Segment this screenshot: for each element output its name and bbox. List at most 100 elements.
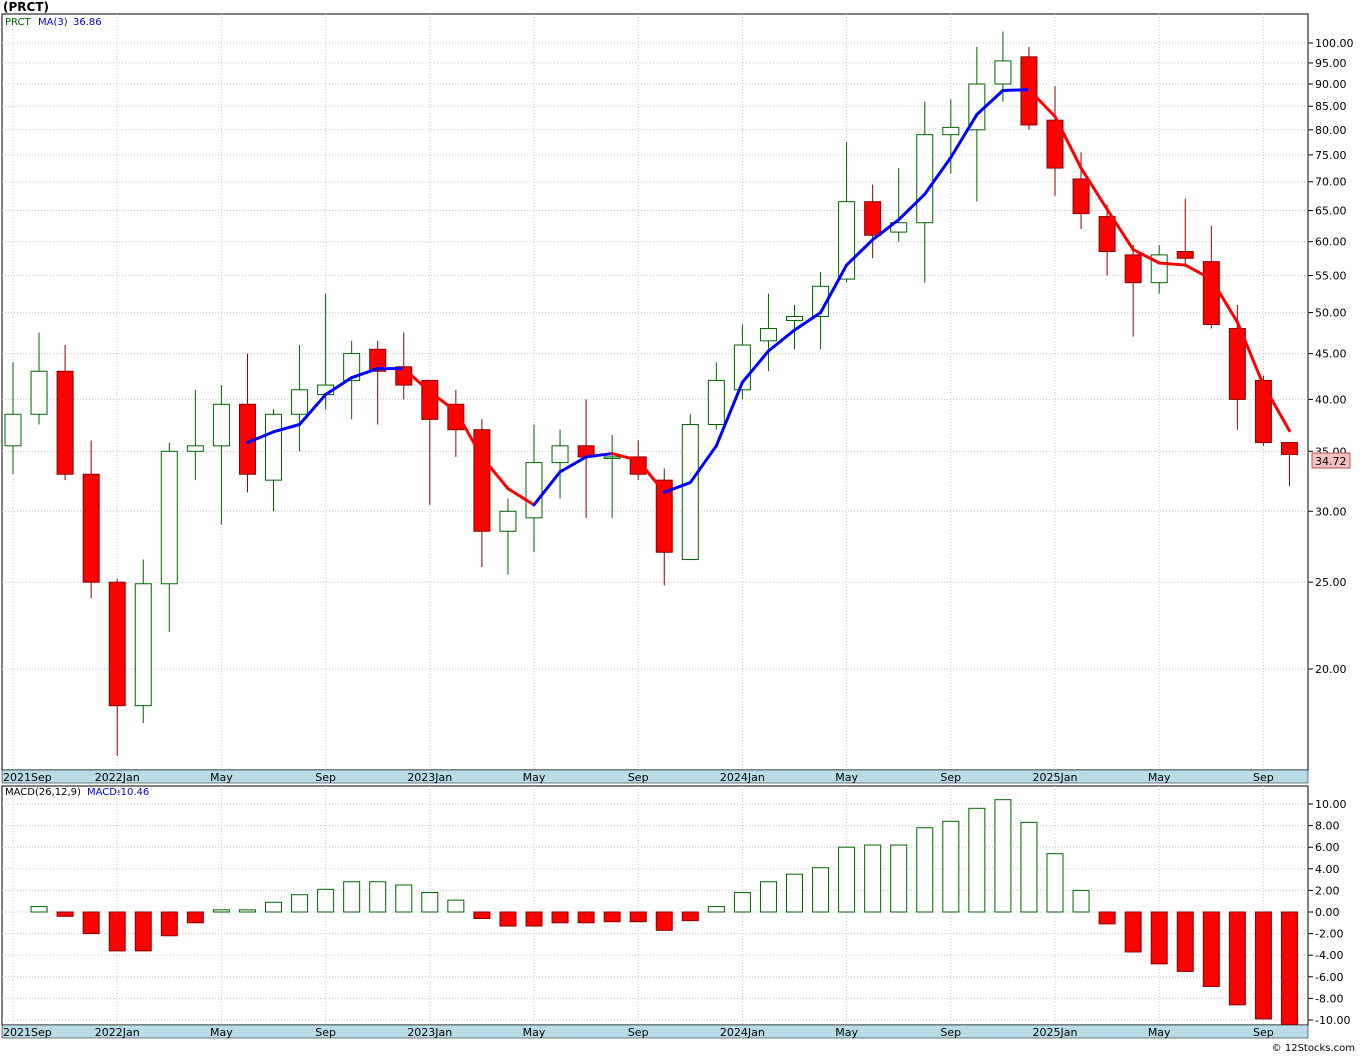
ma-segment bbox=[1261, 383, 1291, 433]
ma-segment bbox=[245, 430, 275, 445]
macd-legend-macd-label: MACD: bbox=[87, 787, 120, 798]
macd-bar bbox=[238, 909, 256, 913]
ma-segment bbox=[1053, 114, 1083, 170]
macd-x-label: 2021Sep bbox=[3, 1026, 52, 1039]
price-tick-label: 95.00 bbox=[1315, 57, 1347, 70]
macd-bar bbox=[56, 911, 74, 917]
candle-body bbox=[812, 285, 830, 318]
price-tick-label: 75.00 bbox=[1315, 149, 1347, 162]
candle-body bbox=[1202, 261, 1220, 325]
macd-tick-label: 6.00 bbox=[1315, 841, 1340, 854]
macd-bar bbox=[916, 827, 934, 913]
macd-bar bbox=[291, 894, 309, 913]
macd-bar bbox=[603, 911, 621, 923]
candle-body bbox=[160, 450, 178, 585]
macd-bar bbox=[134, 911, 152, 952]
macd-bar bbox=[160, 911, 178, 937]
macd-bar bbox=[212, 909, 230, 913]
price-tick-label: 50.00 bbox=[1315, 307, 1347, 320]
macd-bar bbox=[551, 911, 569, 924]
macd-bar bbox=[395, 884, 413, 913]
macd-legend-value: -10.46 bbox=[117, 787, 149, 798]
ma-segment bbox=[1131, 248, 1161, 265]
price-x-label: May bbox=[523, 771, 546, 784]
candle-body bbox=[108, 581, 126, 707]
price-frame bbox=[1, 13, 1309, 771]
macd-x-label: Sep bbox=[1253, 1026, 1274, 1039]
candle-body bbox=[4, 413, 22, 447]
candle-body bbox=[134, 583, 152, 707]
legend-symbol: PRCT bbox=[5, 17, 31, 28]
candle-body bbox=[603, 456, 621, 459]
price-tick-label: 25.00 bbox=[1315, 576, 1347, 589]
candle-body bbox=[473, 429, 491, 532]
candle-body bbox=[421, 379, 439, 420]
price-tick-label: 45.00 bbox=[1315, 348, 1347, 361]
candle-body bbox=[525, 462, 543, 519]
candle-body bbox=[629, 456, 647, 475]
ma-segment bbox=[1079, 166, 1109, 211]
macd-tick-label: 10.00 bbox=[1315, 798, 1347, 811]
price-tick-label: 70.00 bbox=[1315, 176, 1347, 189]
price-x-label: May bbox=[1148, 771, 1171, 784]
price-tick-label: 30.00 bbox=[1315, 505, 1347, 518]
candle-body bbox=[186, 445, 204, 452]
macd-bar bbox=[1098, 911, 1116, 925]
price-x-label: 2022Jan bbox=[95, 771, 140, 784]
macd-tick-label: -8.00 bbox=[1315, 992, 1343, 1005]
price-tick-label: 60.00 bbox=[1315, 236, 1347, 249]
candle-body bbox=[82, 473, 100, 583]
macd-bar bbox=[473, 911, 491, 919]
candle-body bbox=[265, 413, 282, 481]
macd-bar bbox=[812, 867, 830, 913]
ma-segment bbox=[1183, 263, 1213, 281]
moving-average-line bbox=[245, 88, 1291, 507]
ma-segment bbox=[662, 481, 692, 494]
price-tick-label: 20.00 bbox=[1315, 663, 1347, 676]
macd-bar bbox=[1072, 889, 1090, 913]
macd-tick-label: 8.00 bbox=[1315, 820, 1340, 833]
ma-segment bbox=[350, 367, 380, 380]
price-x-label: 2021Sep bbox=[3, 771, 52, 784]
macd-bar bbox=[82, 911, 100, 935]
ma-segment bbox=[975, 89, 1005, 117]
macd-x-label: May bbox=[835, 1026, 858, 1039]
candle-body bbox=[759, 327, 777, 342]
legend-ma-label: MA(3) bbox=[38, 17, 68, 28]
ma-segment bbox=[949, 113, 979, 159]
macd-bar bbox=[525, 911, 543, 927]
price-tick-label: 80.00 bbox=[1315, 124, 1347, 137]
macd-x-label: May bbox=[523, 1026, 546, 1039]
macd-bar bbox=[447, 899, 465, 913]
price-x-label: 2023Jan bbox=[407, 771, 452, 784]
ma-segment bbox=[688, 444, 718, 485]
macd-tick-label: -4.00 bbox=[1315, 949, 1343, 962]
ma-segment bbox=[636, 458, 666, 494]
macd-bar bbox=[864, 844, 882, 913]
macd-legend-label: MACD(26,12,9) bbox=[5, 787, 81, 798]
macd-bar bbox=[655, 911, 673, 931]
macd-bar bbox=[1150, 911, 1168, 965]
price-x-axis: 2021Sep 2022Jan May Sep 2023Jan May Sep 2024Jan… bbox=[1, 769, 1309, 784]
macd-grid bbox=[1, 785, 1309, 1026]
ma-segment bbox=[584, 452, 614, 459]
macd-bar bbox=[733, 892, 751, 913]
candle-body bbox=[1280, 442, 1298, 455]
candle-body bbox=[681, 423, 699, 561]
ma-segment bbox=[272, 422, 302, 434]
macd-tick-label: 0.00 bbox=[1315, 906, 1340, 919]
ma-segment bbox=[819, 263, 849, 315]
macd-bar bbox=[30, 906, 48, 913]
macd-x-label: May bbox=[210, 1026, 233, 1039]
ma-segment bbox=[1157, 261, 1187, 267]
price-x-label: Sep bbox=[628, 771, 649, 784]
candle-body bbox=[655, 479, 673, 553]
candle-body bbox=[343, 353, 361, 381]
macd-bar bbox=[1202, 911, 1220, 988]
macd-bar bbox=[1124, 911, 1142, 953]
candle-body bbox=[212, 403, 230, 447]
macd-tick-label: -2.00 bbox=[1315, 928, 1343, 941]
ma-segment bbox=[506, 487, 536, 507]
candle-body bbox=[994, 60, 1012, 85]
macd-x-label: 2024Jan bbox=[720, 1026, 765, 1039]
